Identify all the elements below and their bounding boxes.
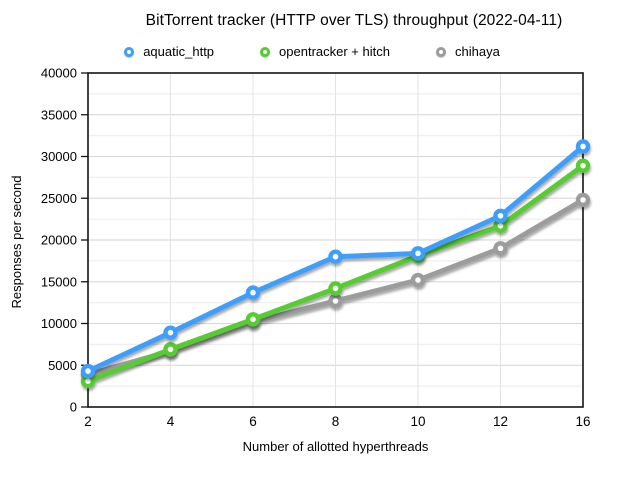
- data-point-aquatic-http: [493, 208, 508, 223]
- y-tick-label: 15000: [41, 274, 77, 289]
- aquatic-http-marker-icon: [124, 46, 135, 57]
- data-point-opentracker-hitch: [163, 342, 178, 357]
- x-tick-label: 2: [84, 414, 92, 429]
- y-tick-label: 20000: [41, 233, 77, 248]
- y-tick-label: 40000: [41, 66, 77, 81]
- data-point-chihaya: [328, 293, 343, 309]
- x-tick-label: 16: [575, 414, 590, 429]
- y-axis-title: Responses per second: [9, 175, 24, 309]
- data-point-aquatic-http: [575, 139, 591, 154]
- x-axis-title: Number of allotted hyperthreads: [242, 439, 429, 454]
- y-tick-label: 0: [70, 400, 77, 415]
- data-point-aquatic-http: [328, 249, 343, 264]
- legend-label-chihaya: chihaya: [454, 44, 500, 59]
- series-aquatic-http: [80, 139, 591, 379]
- y-tick-label: 30000: [41, 149, 77, 164]
- chihaya-marker-icon: [435, 46, 446, 57]
- series-opentracker-hitch: [80, 158, 591, 389]
- plot-frame: [87, 72, 584, 408]
- legend-label-aquatic-http: aquatic_http: [143, 44, 215, 59]
- chart-legend: aquatic_http opentracker + hitch chihaya: [0, 44, 624, 59]
- legend-item-aquatic-http: aquatic_http: [124, 44, 214, 59]
- x-tick-label: 6: [249, 414, 257, 429]
- data-point-chihaya: [410, 272, 426, 288]
- legend-label-opentracker-hitch: opentracker + hitch: [279, 44, 390, 59]
- data-point-aquatic-http: [245, 285, 261, 300]
- legend-item-chihaya: chihaya: [435, 44, 500, 59]
- data-point-aquatic-http: [80, 363, 96, 379]
- x-tick-label: 12: [493, 414, 508, 429]
- data-point-opentracker-hitch: [575, 158, 591, 173]
- y-tick-label: 35000: [41, 107, 77, 122]
- x-tick-label: 8: [332, 414, 340, 429]
- x-tick-label: 4: [167, 414, 175, 429]
- opentracker-hitch-marker-icon: [260, 46, 271, 57]
- legend-item-opentracker-hitch: opentracker + hitch: [260, 44, 390, 59]
- data-point-aquatic-http: [163, 325, 178, 340]
- data-point-chihaya: [493, 241, 508, 256]
- data-point-opentracker-hitch: [245, 312, 261, 327]
- data-point-aquatic-http: [410, 246, 426, 261]
- x-tick-label: 10: [410, 414, 425, 429]
- data-point-chihaya: [575, 192, 591, 208]
- chart-title: BitTorrent tracker (HTTP over TLS) throu…: [145, 12, 563, 29]
- y-tick-label: 5000: [48, 358, 77, 373]
- y-tick-label: 10000: [41, 316, 77, 331]
- data-point-opentracker-hitch: [328, 281, 343, 296]
- y-tick-label: 25000: [41, 191, 77, 206]
